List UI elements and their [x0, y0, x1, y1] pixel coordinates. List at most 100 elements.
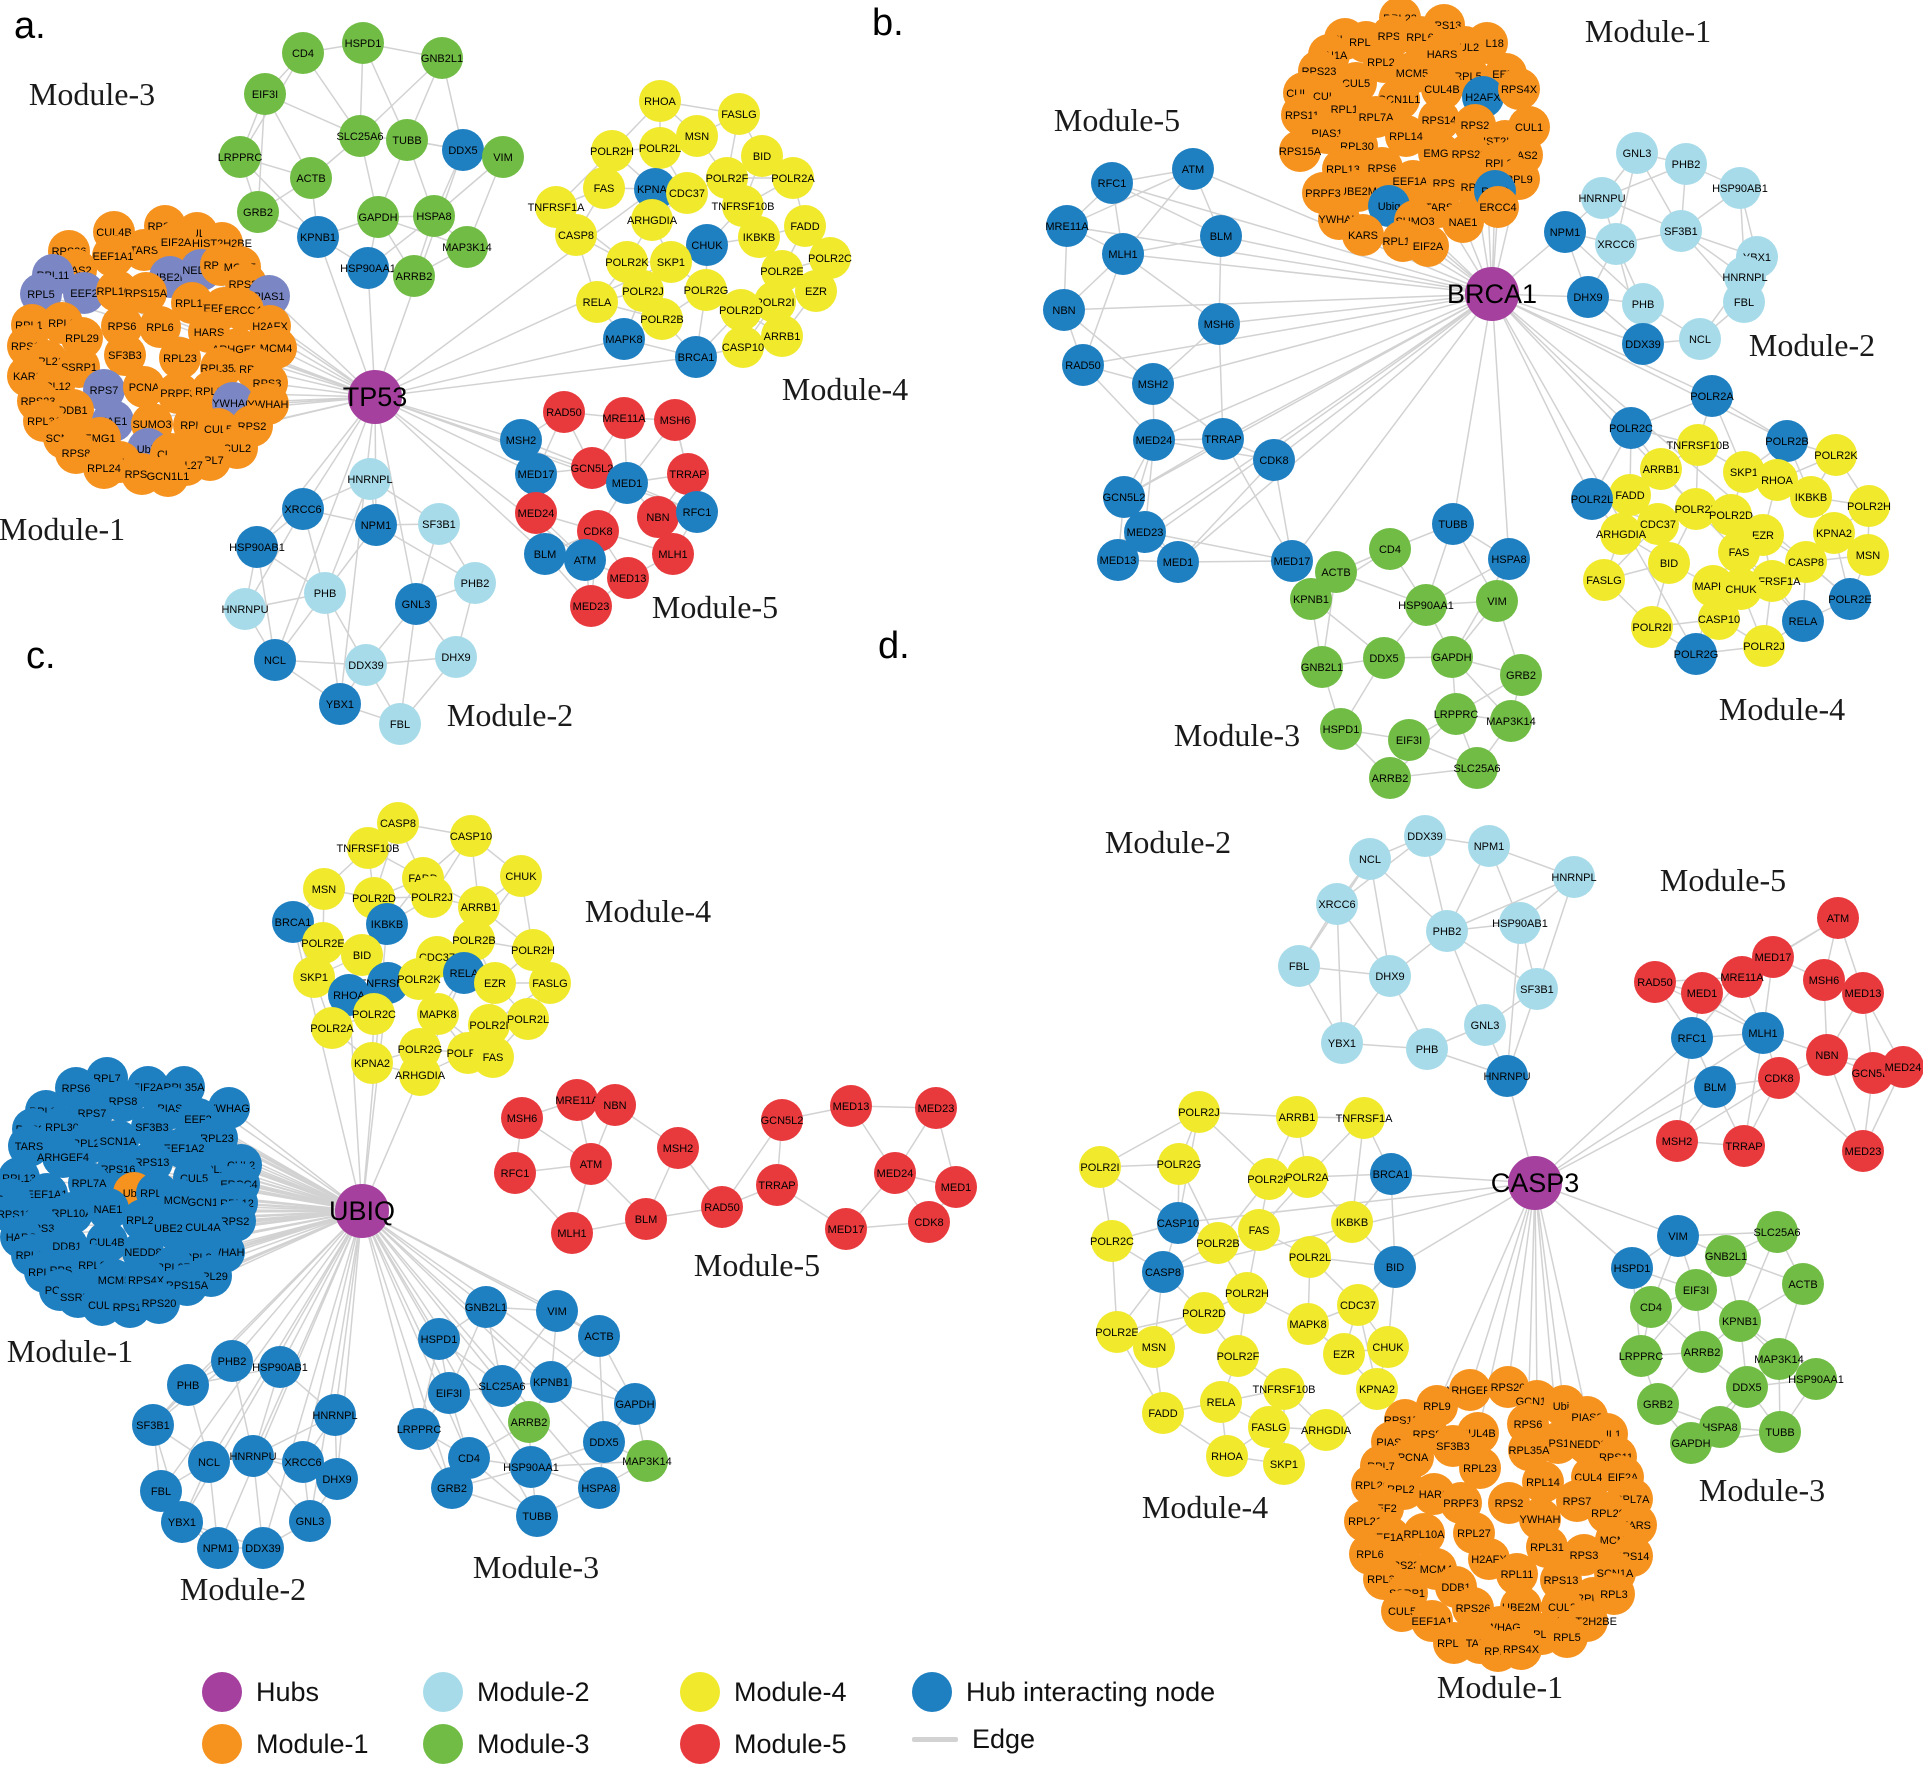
node-label-c-DDX39: DDX39: [245, 1543, 280, 1555]
module-label-b-Module-3: Module-3: [1174, 717, 1300, 753]
node-label-a-RAD50: RAD50: [546, 407, 581, 419]
node-label-c-SF3B3: SF3B3: [135, 1122, 169, 1134]
node-d-CASP10: [1157, 1202, 1199, 1244]
node-label-c-RPS8: RPS8: [109, 1096, 138, 1108]
node-b-TUBB: [1432, 503, 1474, 545]
node-label-b-CUL4B: CUL4B: [1424, 84, 1459, 96]
node-label-a-CD4: CD4: [292, 48, 314, 60]
node-label-c-NCL: NCL: [198, 1457, 220, 1469]
node-b-MSN: [1847, 534, 1889, 576]
node-d-IKBKB: [1331, 1201, 1373, 1243]
node-label-c-RHOA: RHOA: [333, 990, 365, 1002]
node-label-b-MED23: MED23: [1127, 527, 1164, 539]
node-b-RPL14: [1385, 115, 1427, 157]
node-b-MAP3K14: [1490, 700, 1532, 742]
node-c-MED17: [825, 1208, 867, 1250]
node-d-RELA: [1200, 1381, 1242, 1423]
node-a-POLR2A: [772, 157, 814, 199]
node-a-RELA: [576, 281, 618, 323]
node-a-FBL: [379, 703, 421, 745]
node-label-c-RPL7A: RPL7A: [72, 1178, 108, 1190]
legend-label-module-5: Module-5: [734, 1728, 847, 1759]
node-d-MED17: [1752, 936, 1794, 978]
node-c-EIF3I: [428, 1372, 470, 1414]
node-c-ARRB1: [458, 886, 500, 928]
node-label-b-POLR2K: POLR2K: [1814, 450, 1858, 462]
node-d-CDC37: [1337, 1284, 1379, 1326]
node-c-POLR2E: [302, 922, 344, 964]
node-label-d-H2AFX: H2AFX: [1471, 1554, 1507, 1566]
node-b-NAE1: [1442, 201, 1484, 243]
node-label-b-ATM: ATM: [1182, 164, 1204, 176]
node-b-HSPD1: [1320, 708, 1362, 750]
node-label-b-PIAS1: PIAS1: [1311, 128, 1342, 140]
node-label-d-POLR2J: POLR2J: [1178, 1107, 1220, 1119]
node-label-d-MED23: MED23: [1845, 1146, 1882, 1158]
node-label-b-RPS3: RPS3: [1378, 31, 1407, 43]
node-b-CASP8: [1785, 541, 1827, 583]
node-label-d-MAPK8: MAPK8: [1289, 1319, 1326, 1331]
node-label-c-MAP3K14: MAP3K14: [622, 1456, 672, 1468]
module-label-d-Module-3: Module-3: [1699, 1472, 1825, 1508]
node-b-EIF3I: [1388, 719, 1430, 761]
node-label-c-MCM5: MCM5: [98, 1275, 130, 1287]
node-label-c-MED23: MED23: [918, 1103, 955, 1115]
node-label-c-CD4: CD4: [458, 1453, 480, 1465]
node-a-DDX5: [442, 129, 484, 171]
node-label-a-POLR2I: POLR2I: [755, 297, 794, 309]
hub-label-TP53: TP53: [343, 382, 408, 412]
node-label-c-EIF3I: EIF3I: [436, 1388, 462, 1400]
node-b-ARRB1: [1640, 448, 1682, 490]
node-label-d-SF3B3: SF3B3: [1436, 1441, 1470, 1453]
node-label-b-GRB2: GRB2: [1506, 670, 1536, 682]
node-label-c-FASLG: FASLG: [532, 978, 567, 990]
node-label-b-POLR2F: POLR2F: [1675, 504, 1718, 516]
node-label-c-POLR2G: POLR2G: [398, 1044, 443, 1056]
node-label-b-H2AFX: H2AFX: [1465, 92, 1501, 104]
node-label-b-TNFRSF10B: TNFRSF10B: [1667, 440, 1730, 452]
node-label-a-HARS: HARS: [194, 327, 225, 339]
node-label-c-POLR2A: POLR2A: [310, 1023, 354, 1035]
node-label-d-BID: BID: [1386, 1262, 1404, 1274]
node-label-b-DDX39: DDX39: [1625, 339, 1660, 351]
node-b-CDK8: [1253, 439, 1295, 481]
node-b-GRB2: [1500, 654, 1542, 696]
node-b-ARHGDIA: [1600, 513, 1642, 555]
node-label-a-EIF3I: EIF3I: [252, 89, 278, 101]
node-label-a-PCNA: PCNA: [129, 382, 160, 394]
node-c-YBX1: [161, 1501, 203, 1543]
node-label-d-TNFRSF10B: TNFRSF10B: [1253, 1384, 1316, 1396]
node-label-b-ERCC4: ERCC4: [1479, 202, 1516, 214]
node-b-FADD: [1609, 474, 1651, 516]
node-d-HSP90AA1: [1795, 1358, 1837, 1400]
hub-label-BRCA1: BRCA1: [1447, 279, 1537, 309]
legend-item-module-3: Module-3: [423, 1724, 590, 1764]
node-label-b-GAPDH: GAPDH: [1432, 652, 1471, 664]
node-label-a-SLC25A6: SLC25A6: [336, 131, 383, 143]
node-label-b-POLR2J: POLR2J: [1743, 641, 1785, 653]
node-label-b-XRCC6: XRCC6: [1597, 239, 1634, 251]
node-label-a-RPS6: RPS6: [108, 321, 137, 333]
node-b-RPS4X: [1498, 68, 1540, 110]
node-label-b-POLR2L: POLR2L: [1571, 494, 1613, 506]
node-label-a-POLR2J: POLR2J: [622, 286, 664, 298]
node-label-c-NAE1: NAE1: [94, 1204, 123, 1216]
node-label-c-HSPA8: HSPA8: [581, 1483, 616, 1495]
node-label-c-POLR2K: POLR2K: [397, 974, 441, 986]
node-b-CUL4B: [1421, 68, 1463, 110]
node-label-c-CASP10: CASP10: [450, 831, 492, 843]
module-label-b-Module-1: Module-1: [1585, 13, 1711, 49]
node-label-a-POLR2L: POLR2L: [639, 143, 681, 155]
node-label-a-NPM1: NPM1: [361, 520, 392, 532]
node-b-VIM: [1476, 580, 1518, 622]
node-a-PRPF3: [157, 372, 199, 414]
node-b-DDX39: [1622, 323, 1664, 365]
node-b-MRE11A: [1046, 205, 1088, 247]
node-a-FADD: [784, 205, 826, 247]
node-c-CDK8: [908, 1201, 950, 1243]
node-label-a-RPL29: RPL29: [65, 333, 99, 345]
node-label-c-RPL23: RPL23: [200, 1133, 234, 1145]
node-label-c-POLR2J: POLR2J: [411, 892, 453, 904]
node-b-HSP90AA1: [1405, 584, 1447, 626]
node-label-b-POLR2B: POLR2B: [1765, 436, 1808, 448]
